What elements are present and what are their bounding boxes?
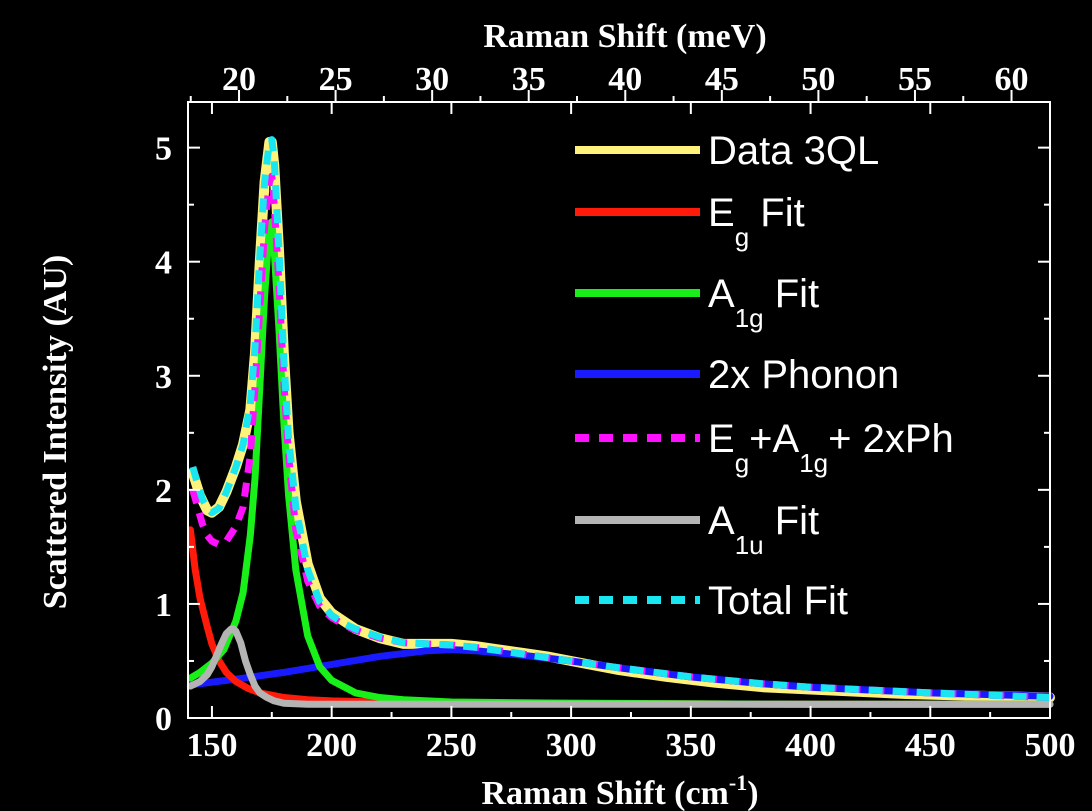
legend-label-text: + 2xPh <box>828 417 954 461</box>
y-tick-label: 3 <box>155 359 172 396</box>
legend-label-text: Fit <box>764 272 820 316</box>
legend-label-text: A <box>708 499 735 543</box>
legend-label-subscript: g <box>735 448 749 478</box>
x-bottom-tick-label: 400 <box>785 727 836 764</box>
x-bottom-tick-label: 300 <box>546 727 597 764</box>
legend-label-text: 2x Phonon <box>708 353 899 397</box>
series-line-a1g-fit <box>186 218 1054 708</box>
legend-label: Eg+A1g+ 2xPh <box>708 417 954 478</box>
legend-label: A1g Fit <box>708 272 819 333</box>
x-top-tick-label: 55 <box>898 61 932 98</box>
x-top-tick-label: 40 <box>608 61 642 98</box>
bottom-axis-label-end: ) <box>747 775 758 811</box>
legend-label-text: Fit <box>749 191 805 235</box>
series-line-total-fit <box>189 136 1051 701</box>
legend-label: Total Fit <box>708 579 848 623</box>
legend-label-text: E <box>708 417 735 461</box>
x-top-tick-label: 45 <box>705 61 739 98</box>
legend-label-subscript: 1u <box>735 530 764 560</box>
legend-label: 2x Phonon <box>708 353 899 397</box>
legend-label: A1u Fit <box>708 499 819 560</box>
y-tick-label: 0 <box>155 701 172 738</box>
x-top-tick-label: 35 <box>512 61 546 98</box>
x-top-tick-label: 20 <box>222 61 256 98</box>
x-bottom-tick-label: 450 <box>905 727 956 764</box>
y-axis-label: Scattered Intensity (AU) <box>37 255 74 609</box>
y-tick-label: 1 <box>155 587 172 624</box>
plot-frame <box>187 101 1051 719</box>
legend-label-text: Data 3QL <box>708 129 879 173</box>
bottom-axis-label-sup: -1 <box>729 770 747 795</box>
x-top-tick-label: 60 <box>995 61 1029 98</box>
y-tick-label: 5 <box>155 131 172 168</box>
x-bottom-tick-label: 150 <box>186 727 237 764</box>
bottom-axis-label: Raman Shift (cm-1) <box>481 770 758 811</box>
x-bottom-tick-label: 350 <box>665 727 716 764</box>
y-tick-label: 2 <box>155 473 172 510</box>
series-layer <box>186 136 1055 708</box>
legend-label-subscript: 1g <box>735 303 764 333</box>
legend-label-text: Total Fit <box>708 579 848 623</box>
legend-label-subscript: g <box>735 222 749 252</box>
legend-label-text: +A <box>749 417 799 461</box>
x-top-tick-label: 30 <box>415 61 449 98</box>
legend-label-text: E <box>708 191 735 235</box>
series-line-a1u-fit <box>186 625 1054 708</box>
x-bottom-tick-label: 200 <box>306 727 357 764</box>
x-top-tick-label: 50 <box>801 61 835 98</box>
x-top-tick-label: 25 <box>319 61 353 98</box>
legend-label-text: A <box>708 272 735 316</box>
y-tick-label: 4 <box>155 245 172 282</box>
legend-label-text: Fit <box>764 499 820 543</box>
x-bottom-tick-label: 250 <box>426 727 477 764</box>
legend-label-subscript: 1g <box>799 448 828 478</box>
x-bottom-tick-label: 500 <box>1025 727 1076 764</box>
legend-label: Eg Fit <box>708 191 805 252</box>
bottom-axis-label-main: Raman Shift (cm <box>481 775 728 811</box>
top-axis-label: Raman Shift (meV) <box>483 18 766 55</box>
legend-label: Data 3QL <box>708 129 879 173</box>
